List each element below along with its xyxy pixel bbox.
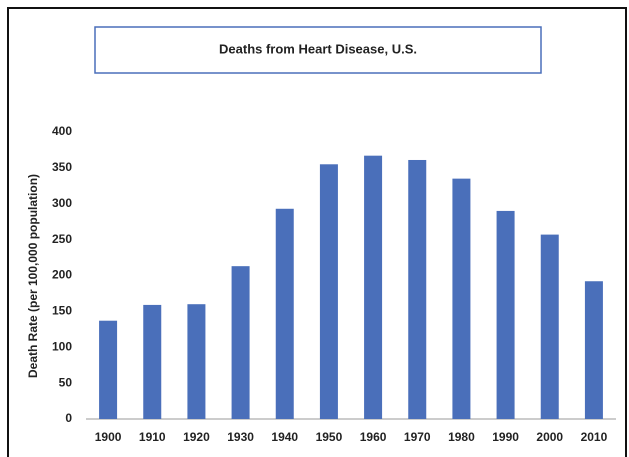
- x-tick-label: 1970: [404, 430, 431, 444]
- x-tick-label: 1920: [183, 430, 210, 444]
- bar: [319, 164, 338, 419]
- x-tick-label: 1990: [492, 430, 519, 444]
- x-tick-label: 1930: [227, 430, 254, 444]
- chart-title: Deaths from Heart Disease, U.S.: [219, 41, 417, 56]
- title-box: [94, 26, 542, 74]
- frame: [7, 7, 627, 457]
- x-tick-label: 1960: [360, 430, 387, 444]
- bar: [187, 304, 206, 419]
- bar: [584, 281, 603, 419]
- bar: [364, 155, 383, 420]
- y-tick-label: 100: [52, 339, 72, 353]
- x-tick-label: 2010: [581, 430, 608, 444]
- x-tick-label: 1940: [271, 430, 298, 444]
- y-tick-label: 0: [65, 411, 72, 425]
- y-tick-label: 150: [52, 304, 72, 318]
- y-tick-label: 400: [52, 124, 72, 138]
- x-tick-label: 1980: [448, 430, 475, 444]
- y-tick-label: 300: [52, 196, 72, 210]
- bar: [275, 208, 294, 419]
- x-tick-label: 1910: [139, 430, 166, 444]
- x-tick-label: 2000: [536, 430, 563, 444]
- y-tick-label: 350: [52, 160, 72, 174]
- y-tick-label: 200: [52, 268, 72, 282]
- y-tick-label: 50: [59, 375, 73, 389]
- x-tick-label: 1900: [95, 430, 122, 444]
- x-tick-label: 1950: [316, 430, 343, 444]
- bar: [408, 159, 427, 420]
- bar: [496, 210, 515, 419]
- bar: [452, 178, 471, 419]
- y-tick-label: 250: [52, 232, 72, 246]
- y-axis-label: Death Rate (per 100,000 population): [26, 174, 40, 378]
- bar: [143, 304, 162, 419]
- bar: [99, 320, 118, 419]
- bar: [540, 234, 559, 419]
- bar: [231, 266, 250, 419]
